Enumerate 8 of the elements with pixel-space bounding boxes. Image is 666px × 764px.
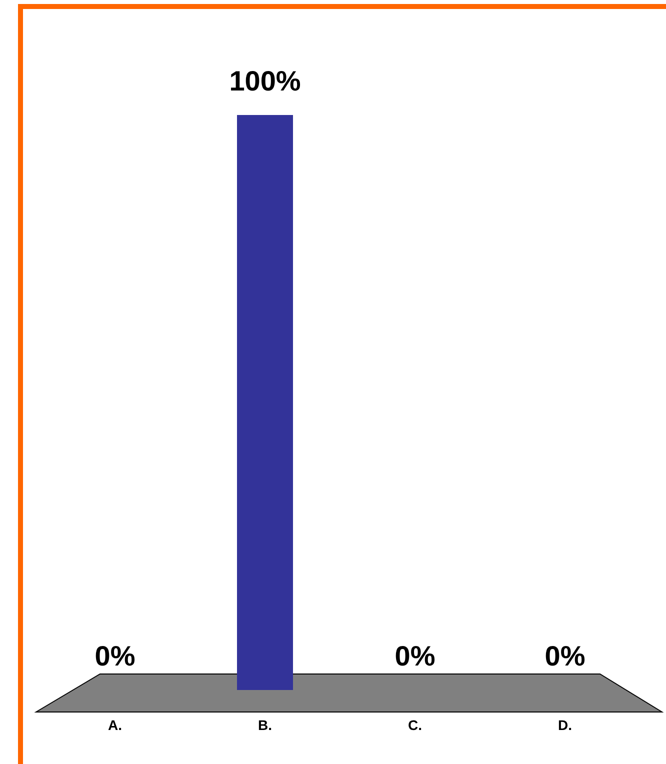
data-label: 0% — [94, 640, 136, 672]
x-tick-label: D. — [558, 717, 572, 733]
x-tick-label: C. — [408, 717, 422, 733]
data-label: 100% — [229, 66, 301, 96]
x-tick-label: B. — [258, 717, 272, 733]
data-label: 0% — [544, 640, 586, 672]
x-tick-label: A. — [108, 717, 122, 733]
data-label: 0% — [394, 640, 436, 672]
